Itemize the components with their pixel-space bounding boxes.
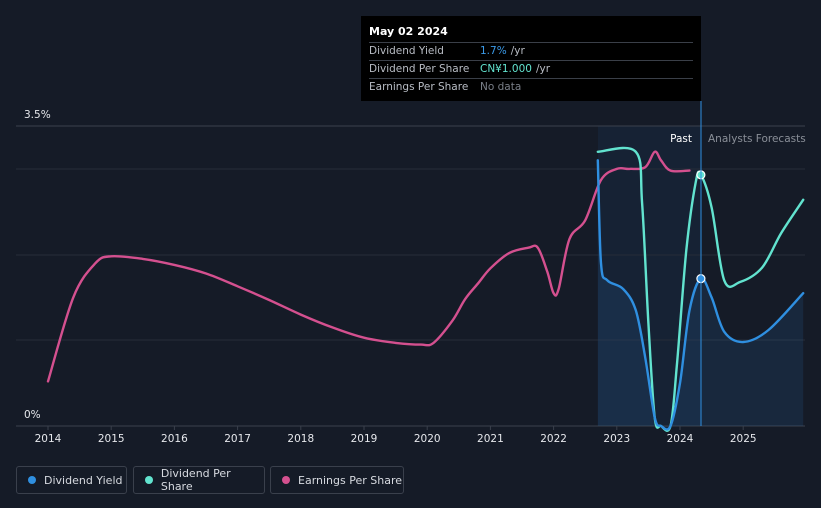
x-tick-label: 2014 <box>35 433 62 445</box>
x-tick-label: 2016 <box>161 433 188 445</box>
legend-earnings-per-share[interactable]: Earnings Per Share <box>270 466 404 494</box>
legend-label: Dividend Yield <box>44 473 123 487</box>
x-tick-label: 2020 <box>414 433 441 445</box>
legend-dividend-per-share[interactable]: Dividend Per Share <box>133 466 265 494</box>
x-tick-label: 2019 <box>351 433 378 445</box>
x-tick-label: 2025 <box>730 433 757 445</box>
x-tick-label: 2017 <box>224 433 251 445</box>
series-line-dividend-yield <box>596 159 805 431</box>
x-axis: 2014 2015 2016 2017 2018 2019 2020 2021 2022 2023… <box>35 426 757 445</box>
x-tick-label: 2015 <box>98 433 125 445</box>
x-tick-label: 2024 <box>667 433 694 445</box>
x-tick-label: 2023 <box>603 433 630 445</box>
tooltip-date: May 02 2024 <box>369 25 448 38</box>
series-line-dividend-per-share <box>596 146 805 432</box>
legend-dot-icon <box>28 476 36 484</box>
tooltip-value: No data <box>480 81 522 93</box>
tooltip: May 02 2024 Dividend Yield 1.7% /yr Divi… <box>361 16 701 101</box>
tooltip-label: Earnings Per Share <box>369 81 469 93</box>
x-tick-label: 2021 <box>477 433 504 445</box>
tooltip-value: 1.7% <box>480 45 507 57</box>
tooltip-unit: /yr <box>535 63 551 75</box>
tooltip-value: CN¥1.000 <box>480 63 532 75</box>
x-tick-label: 2018 <box>287 433 314 445</box>
legend-dot-icon <box>282 476 290 484</box>
past-label: Past <box>670 133 692 145</box>
legend-label: Earnings Per Share <box>298 473 403 487</box>
forecast-label: Analysts Forecasts <box>708 133 806 145</box>
x-tick-label: 2022 <box>540 433 567 445</box>
legend-dot-icon <box>145 476 153 484</box>
tooltip-label: Dividend Yield <box>369 45 444 57</box>
tooltip-row-earnings-per-share: Earnings Per Share No data <box>369 78 693 96</box>
tooltip-label: Dividend Per Share <box>369 63 470 75</box>
y-tick-bottom: 0% <box>24 409 41 421</box>
y-tick-top: 3.5% <box>24 109 51 121</box>
legend-dividend-yield[interactable]: Dividend Yield <box>16 466 127 494</box>
tooltip-row-dividend-per-share: Dividend Per Share CN¥1.000 /yr <box>369 60 693 78</box>
tooltip-unit: /yr <box>510 45 525 57</box>
legend-label: Dividend Per Share <box>160 467 231 493</box>
tooltip-row-dividend-yield: Dividend Yield 1.7% /yr <box>369 42 693 60</box>
series-line-earnings-per-share <box>46 150 691 383</box>
